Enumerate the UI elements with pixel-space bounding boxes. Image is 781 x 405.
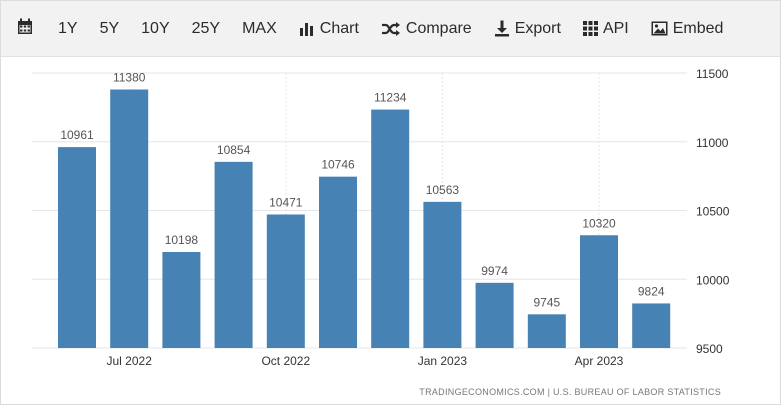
- data-label: 10854: [217, 143, 251, 157]
- chart-toolbar: 1Y 5Y 10Y 25Y MAX Chart: [1, 1, 780, 57]
- data-label: 10471: [269, 195, 303, 209]
- data-label: 10320: [582, 216, 616, 230]
- bar: [580, 235, 618, 348]
- export-button[interactable]: Export: [483, 12, 572, 46]
- data-label: 10198: [165, 233, 199, 247]
- range-10y-button[interactable]: 10Y: [141, 19, 170, 37]
- chart-button-label: Chart: [319, 19, 359, 37]
- x-tick-label: Jul 2022: [107, 354, 153, 368]
- x-tick-label: Jan 2023: [418, 354, 468, 368]
- calendar-icon: [17, 18, 33, 40]
- y-tick-label: 11500: [696, 67, 729, 81]
- data-label: 11380: [113, 71, 146, 85]
- bar-chart-icon: [299, 21, 315, 37]
- download-icon: [494, 20, 510, 37]
- embed-button[interactable]: Embed: [640, 12, 735, 46]
- bar: [214, 161, 253, 348]
- data-label: 10961: [60, 128, 94, 142]
- x-tick-label: Apr 2023: [575, 354, 624, 368]
- y-tick-label: 11000: [696, 136, 729, 150]
- y-tick-label: 10000: [696, 273, 730, 287]
- bar: [527, 314, 566, 348]
- bar: [162, 252, 201, 348]
- grid-icon: [582, 21, 598, 36]
- data-label: 11234: [374, 91, 407, 105]
- source-credit: TRADINGECONOMICS.COM | U.S. BUREAU OF LA…: [419, 387, 721, 397]
- data-label: 10563: [426, 183, 460, 197]
- y-tick-label: 10500: [696, 205, 730, 219]
- data-label: 9974: [481, 264, 508, 278]
- range-max-button[interactable]: MAX: [242, 19, 277, 37]
- bar: [266, 214, 305, 348]
- calendar-button[interactable]: [11, 12, 47, 46]
- data-label: 10746: [321, 158, 355, 172]
- shuffle-icon: [381, 21, 401, 37]
- bar: [475, 282, 514, 348]
- api-button-label: API: [602, 19, 629, 37]
- bar: [58, 147, 96, 348]
- range-25y-button[interactable]: 25Y: [191, 19, 221, 37]
- embed-button-label: Embed: [672, 19, 724, 37]
- x-tick-label: Oct 2022: [261, 354, 310, 368]
- data-label: 9745: [533, 295, 560, 309]
- bar-chart: 9500 10000 10500 11000 11500 Jul 2022 Oct 2022…: [32, 67, 730, 397]
- bar: [110, 89, 149, 348]
- chart-button[interactable]: Chart: [288, 12, 370, 46]
- api-button[interactable]: API: [572, 12, 640, 46]
- bar: [371, 109, 410, 348]
- range-1y-button[interactable]: 1Y: [58, 19, 78, 37]
- chart-area: 9500 10000 10500 11000 11500 Jul 2022 Oct 2022…: [1, 58, 780, 404]
- bar: [423, 201, 462, 348]
- compare-button[interactable]: Compare: [370, 12, 483, 46]
- bar: [319, 176, 357, 348]
- export-button-label: Export: [514, 19, 561, 37]
- data-label: 9824: [638, 284, 665, 298]
- compare-button-label: Compare: [405, 19, 472, 37]
- y-tick-label: 9500: [696, 342, 723, 356]
- range-5y-button[interactable]: 5Y: [99, 19, 120, 37]
- bar: [632, 303, 671, 348]
- image-icon: [651, 21, 668, 36]
